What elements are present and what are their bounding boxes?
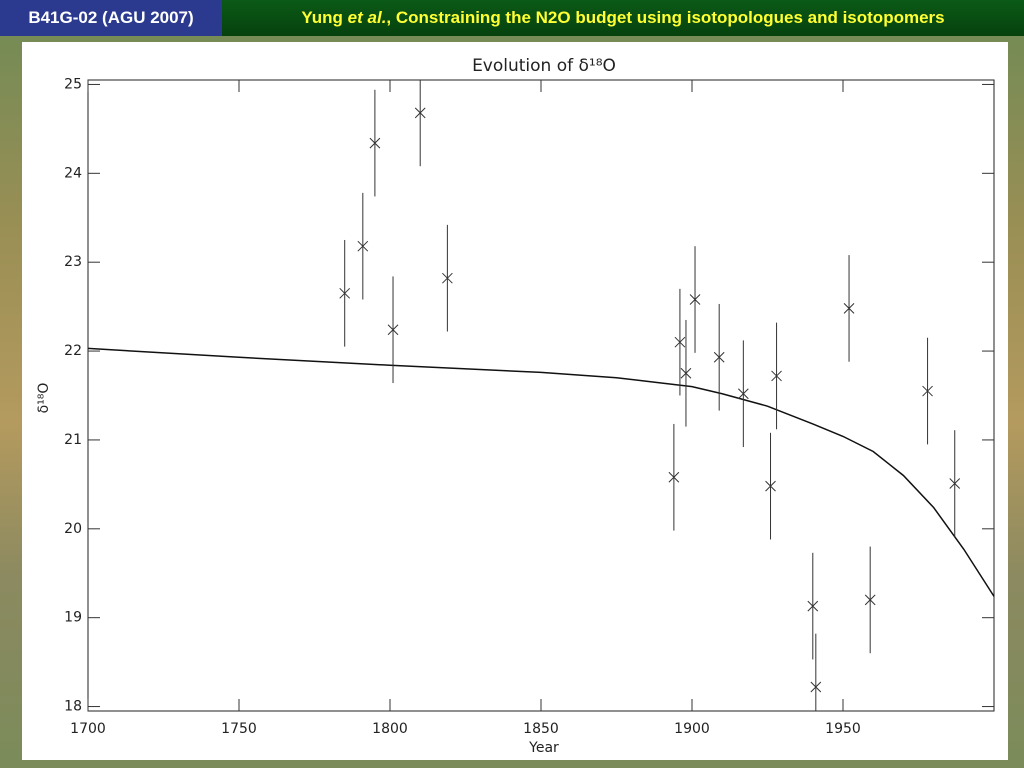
data-point [339, 287, 351, 299]
y-tick-label: 20 [64, 521, 82, 537]
paper-title: , Constraining the N2O budget using isot… [386, 8, 945, 27]
data-point [387, 324, 399, 336]
data-point [922, 385, 933, 397]
data-point [713, 351, 725, 363]
data-point [810, 681, 822, 693]
data-point [864, 594, 876, 606]
chart: Evolution of δ¹⁸O Year δ¹⁸O 1700 1750 1800… [36, 56, 995, 756]
x-tick-label: 1950 [825, 721, 861, 737]
slide-title: Yung et al., Constraining the N2O budget… [222, 0, 1024, 36]
data-point [737, 388, 749, 400]
x-tick-label: 1900 [674, 721, 710, 737]
data-point [807, 600, 819, 612]
y-tick-label: 18 [64, 699, 82, 715]
slide-code: B41G-02 (AGU 2007) [0, 0, 222, 36]
data-point [680, 367, 692, 379]
y-tick-label: 23 [64, 254, 82, 270]
data-point [357, 240, 369, 252]
data-point [442, 272, 453, 284]
data-point [668, 471, 680, 483]
y-tick-label: 24 [64, 165, 82, 181]
y-tick-label: 25 [64, 76, 82, 92]
y-tick-label: 21 [64, 432, 82, 448]
data-point [674, 336, 686, 348]
y-tick-label: 22 [64, 343, 82, 359]
author: Yung [301, 8, 343, 27]
chart-title: Evolution of δ¹⁸O [472, 56, 616, 76]
data-point [843, 303, 855, 314]
data-point [689, 294, 701, 305]
y-axis-label: δ¹⁸O [36, 383, 52, 414]
data-point [369, 137, 381, 149]
et-al: et al. [347, 8, 387, 27]
x-tick-label: 1800 [372, 721, 408, 737]
x-axis-label: Year [528, 740, 559, 756]
data-point [949, 478, 961, 489]
y-tick-label: 19 [64, 610, 82, 626]
data-point [414, 107, 426, 119]
x-tick-label: 1700 [70, 721, 106, 737]
chart-panel: Evolution of δ¹⁸O Year δ¹⁸O 1700 1750 1800… [22, 42, 1008, 760]
data-point [765, 480, 776, 492]
model-curve [87, 347, 995, 597]
x-tick-label: 1850 [523, 721, 559, 737]
plot-frame [87, 79, 995, 712]
x-tick-label: 1750 [221, 721, 257, 737]
data-point [771, 370, 782, 382]
